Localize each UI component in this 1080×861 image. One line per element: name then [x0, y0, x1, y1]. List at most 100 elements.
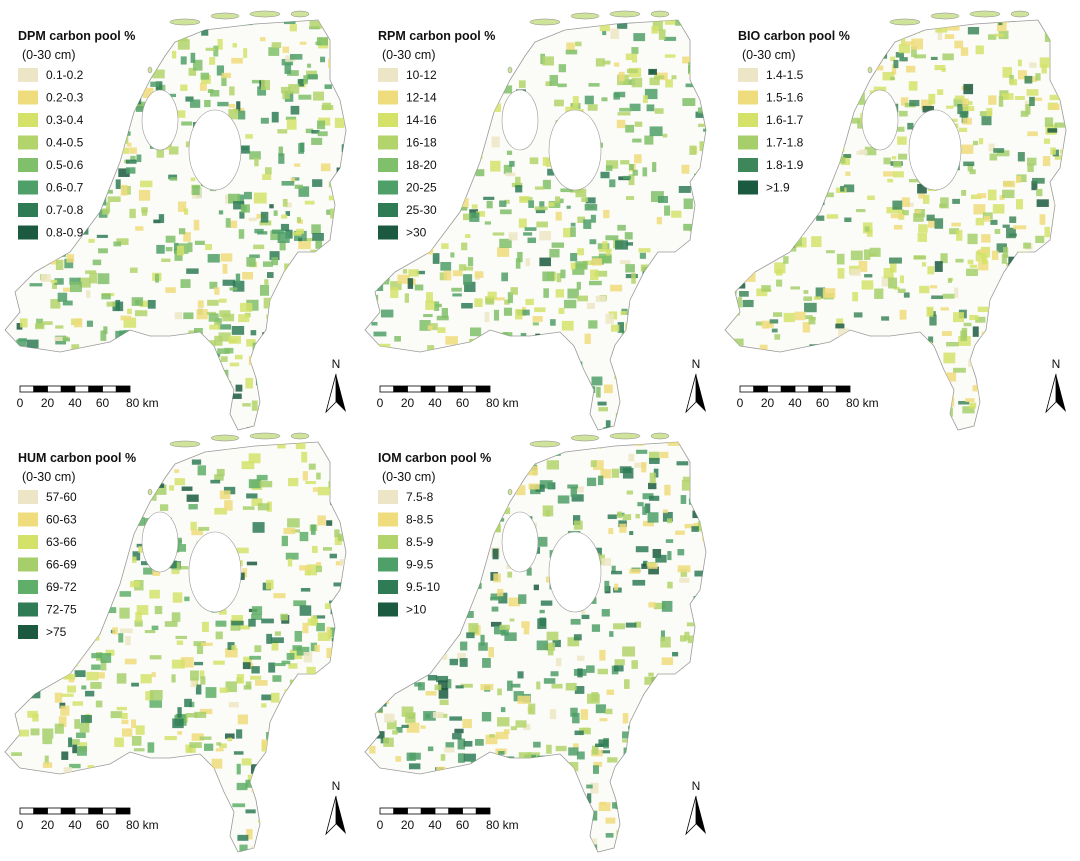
scale-segment — [739, 385, 755, 393]
map-patch — [577, 295, 588, 302]
lake — [141, 511, 179, 573]
map-patch — [646, 811, 652, 818]
map-patch — [52, 282, 57, 289]
map-patch — [652, 162, 657, 173]
map-patch — [298, 240, 311, 250]
map-patch — [468, 401, 477, 410]
map-patch — [425, 691, 437, 696]
map-patch — [705, 563, 706, 575]
map-patch — [125, 159, 137, 164]
map-patch — [311, 545, 318, 553]
map-patch — [1027, 131, 1038, 137]
scale-label: 0 — [737, 396, 744, 410]
map-patch — [155, 804, 168, 815]
legend-title: DPM carbon pool % — [18, 29, 135, 43]
map-patch — [192, 59, 203, 71]
map-patch — [396, 726, 403, 733]
map-patch — [506, 150, 513, 155]
map-patch — [408, 241, 419, 248]
map-patch — [80, 714, 92, 723]
map-patch — [393, 840, 404, 851]
map-patch — [759, 344, 768, 353]
map-patch — [438, 838, 451, 843]
map-patch — [1062, 395, 1066, 400]
map-patch — [7, 634, 12, 644]
map-patch — [497, 588, 504, 597]
map-patch — [1011, 374, 1021, 379]
map-patch — [432, 253, 440, 264]
map-patch — [631, 305, 640, 313]
map-patch — [442, 526, 452, 533]
legend-swatch — [18, 557, 38, 572]
map-patch — [611, 565, 616, 572]
map-patch — [604, 580, 610, 592]
map-patch — [738, 412, 743, 422]
map-patch — [1069, 122, 1074, 126]
map-patch — [652, 549, 662, 558]
map-patch — [149, 700, 162, 708]
map-patch — [572, 96, 579, 107]
scale-segment — [102, 385, 117, 393]
map-patch — [954, 95, 965, 100]
map-patch — [343, 99, 346, 111]
map-patch — [602, 60, 611, 65]
map-patch — [439, 618, 445, 627]
map-patch — [555, 289, 565, 298]
map-patch — [911, 408, 924, 418]
map-patch — [341, 469, 346, 480]
map-patch — [155, 410, 163, 416]
map-patch — [988, 321, 995, 329]
map-patch — [68, 678, 75, 683]
map-patch — [367, 62, 372, 69]
map-patch — [68, 737, 73, 748]
map-patch — [576, 281, 581, 290]
map-patch — [305, 481, 316, 485]
map-patch — [688, 727, 700, 737]
map-patch — [422, 247, 434, 255]
map-patch — [368, 770, 377, 774]
map-patch — [114, 396, 121, 401]
map-patch — [653, 468, 659, 478]
map-patch — [452, 353, 464, 365]
map-patch — [108, 831, 117, 838]
map-patch — [667, 581, 673, 589]
map-patch — [560, 269, 566, 279]
map-patch — [113, 548, 125, 557]
map-patch — [288, 663, 298, 669]
map-patch — [309, 20, 322, 29]
map-patch — [551, 242, 565, 248]
map-patch — [90, 514, 101, 524]
map-patch — [510, 683, 521, 688]
map-patch — [417, 682, 425, 691]
map-patch — [509, 618, 515, 622]
map-patch — [1015, 176, 1021, 183]
map-patch — [992, 204, 1005, 214]
map-patch — [571, 494, 584, 502]
map-patch — [705, 563, 706, 567]
scale-label: 60 — [816, 396, 830, 410]
map-patch — [642, 493, 654, 500]
map-patch — [70, 739, 80, 746]
map-patch — [887, 24, 895, 31]
map-patch — [287, 417, 294, 425]
map-patch — [1017, 152, 1025, 162]
legend-swatch — [18, 90, 38, 105]
map-patch — [617, 224, 626, 231]
map-patch — [8, 548, 16, 554]
map-patch — [161, 258, 171, 262]
map-patch — [298, 756, 308, 765]
map-patch — [634, 462, 647, 468]
map-patch — [909, 179, 919, 183]
map-patch — [634, 621, 642, 628]
map-patch — [462, 366, 473, 372]
legend-swatch — [18, 225, 38, 240]
map-patch — [590, 214, 596, 223]
map-patch — [557, 809, 569, 818]
map-patch — [88, 516, 97, 520]
map-patch — [222, 419, 231, 430]
map-patch — [105, 442, 117, 446]
map-patch — [202, 621, 209, 633]
map-patch — [521, 809, 528, 814]
map-patch — [154, 442, 163, 449]
map-patch — [115, 89, 126, 99]
